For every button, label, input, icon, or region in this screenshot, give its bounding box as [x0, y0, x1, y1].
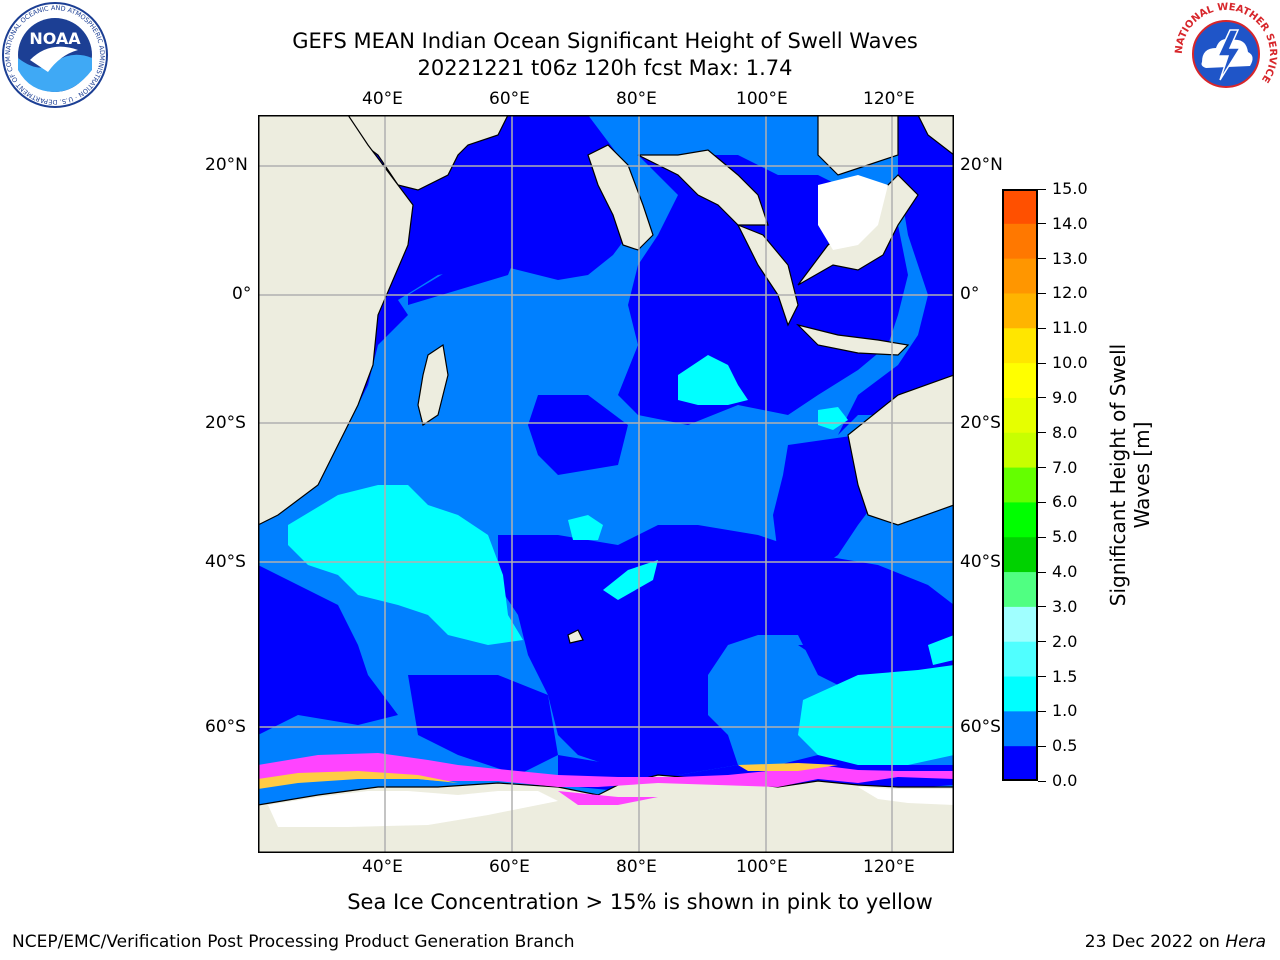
- colorbar-segment: [1002, 711, 1038, 747]
- colorbar-segment: [1002, 537, 1038, 573]
- colorbar-segment: [1002, 328, 1038, 364]
- colorbar-tick: [1038, 258, 1046, 260]
- sea-ice-band: [258, 753, 954, 805]
- map-title: GEFS MEAN Indian Ocean Significant Heigh…: [292, 29, 918, 53]
- lon-tick-top-80e: 80°E: [616, 89, 657, 109]
- colorbar-tick-label: 11.0: [1052, 318, 1088, 338]
- colorbar-tick-label: 5.0: [1052, 527, 1078, 547]
- colorbar-tick-label: 0.0: [1052, 771, 1078, 790]
- lat-tick-right-0: 0°: [960, 284, 980, 304]
- colorbar-tick: [1038, 745, 1046, 747]
- colorbar-tick: [1038, 571, 1046, 573]
- colorbar-segment: [1002, 397, 1038, 434]
- colorbar-tick-label: 12.0: [1052, 283, 1088, 303]
- colorbar-tick: [1038, 188, 1046, 190]
- map-panel: [258, 115, 954, 853]
- colorbar-title-line1: Significant Height of Swell: [1106, 343, 1130, 607]
- lat-tick-right-20s: 20°S: [960, 413, 1001, 433]
- colorbar-tick-label: 15.0: [1052, 179, 1088, 198]
- lat-tick-left-40s: 40°S: [205, 552, 246, 572]
- lon-tick-top-40e: 40°E: [362, 89, 403, 109]
- lon-tick-bottom-40e: 40°E: [362, 857, 403, 877]
- lat-tick-left-20s: 20°S: [205, 413, 246, 433]
- colorbar-tick-label: 7.0: [1052, 457, 1078, 477]
- colorbar-tick: [1038, 467, 1046, 469]
- colorbar-segment: [1002, 502, 1038, 538]
- nws-logo: NATIONAL WEATHER SERVICE: [1174, 2, 1278, 106]
- lon-tick-bottom-60e: 60°E: [489, 857, 530, 877]
- colorbar-tick: [1038, 780, 1046, 782]
- colorbar-tick-label: 3.0: [1052, 596, 1078, 616]
- footer-date: 23 Dec 2022 on Hera: [1085, 932, 1266, 952]
- graticule: [258, 115, 954, 853]
- colorbar-segment: [1002, 223, 1038, 260]
- noaa-logo-text: NOAA: [29, 29, 81, 48]
- colorbar-tick-label: 0.5: [1052, 736, 1078, 756]
- colorbar-tick: [1038, 676, 1046, 678]
- colorbar-tick-label: 1.5: [1052, 666, 1078, 686]
- lat-tick-right-60s: 60°S: [960, 717, 1001, 737]
- colorbar-title-line2: Waves [m]: [1130, 421, 1154, 529]
- colorbar-tick-label: 4.0: [1052, 562, 1078, 582]
- lat-tick-left-60s: 60°S: [205, 717, 246, 737]
- footer-host: Hera: [1225, 932, 1266, 952]
- lon-tick-top-60e: 60°E: [489, 89, 530, 109]
- colorbar-tick: [1038, 362, 1046, 364]
- map-frame: [258, 115, 954, 853]
- colorbar-tick: [1038, 606, 1046, 608]
- lat-tick-right-20n: 20°N: [960, 155, 1003, 175]
- sea-ice-note: Sea Ice Concentration > 15% is shown in …: [347, 890, 933, 914]
- colorbar-tick: [1038, 327, 1046, 329]
- colorbar-tick-label: 13.0: [1052, 248, 1088, 268]
- colorbar-tick-label: 2.0: [1052, 631, 1078, 651]
- colorbar-frame: [1002, 189, 1038, 781]
- colorbar-tick: [1038, 536, 1046, 538]
- colorbar-tick: [1038, 397, 1046, 399]
- colorbar-segment: [1002, 258, 1038, 294]
- colorbar-segment: [1002, 746, 1038, 781]
- swell-band-1.0-1.5: [288, 355, 954, 765]
- colorbar-segment: [1002, 467, 1038, 503]
- lon-tick-bottom-100e: 100°E: [736, 857, 788, 877]
- colorbar-segment: [1002, 189, 1038, 225]
- map-subtitle: 20221221 t06z 120h fcst Max: 1.74: [417, 56, 793, 80]
- colorbar-segment: [1002, 641, 1038, 678]
- lat-tick-left-0: 0°: [232, 284, 252, 304]
- colorbar-tick: [1038, 501, 1046, 503]
- colorbar-segment: [1002, 606, 1038, 643]
- colorbar-segment: [1002, 432, 1038, 469]
- lon-tick-bottom-80e: 80°E: [616, 857, 657, 877]
- no-data-area: [268, 175, 954, 827]
- colorbar-tick-label: 14.0: [1052, 213, 1088, 233]
- colorbar-tick-label: 8.0: [1052, 422, 1078, 442]
- colorbar-segment: [1002, 676, 1038, 712]
- colorbar-tick: [1038, 292, 1046, 294]
- colorbar-tick: [1038, 223, 1046, 225]
- footer-credit: NCEP/EMC/Verification Post Processing Pr…: [12, 932, 575, 952]
- lat-tick-right-40s: 40°S: [960, 552, 1001, 572]
- footer-date-text: 23 Dec 2022 on: [1084, 932, 1226, 952]
- colorbar-tick: [1038, 710, 1046, 712]
- colorbar: [1002, 189, 1038, 781]
- colorbar-tick-label: 6.0: [1052, 492, 1078, 512]
- colorbar-tick-label: 1.0: [1052, 701, 1078, 721]
- colorbar-tick-label: 10.0: [1052, 353, 1088, 373]
- colorbar-segment: [1002, 363, 1038, 399]
- colorbar-segment: [1002, 293, 1038, 329]
- lat-tick-left-20n: 20°N: [205, 155, 248, 175]
- colorbar-tick: [1038, 432, 1046, 434]
- lon-tick-bottom-120e: 120°E: [863, 857, 915, 877]
- colorbar-tick: [1038, 641, 1046, 643]
- colorbar-tick-label: 9.0: [1052, 387, 1078, 407]
- lon-tick-top-100e: 100°E: [736, 89, 788, 109]
- noaa-logo: NATIONAL OCEANIC AND ATMOSPHERIC ADMINIS…: [0, 0, 108, 108]
- lon-tick-top-120e: 120°E: [863, 89, 915, 109]
- colorbar-segment: [1002, 572, 1038, 608]
